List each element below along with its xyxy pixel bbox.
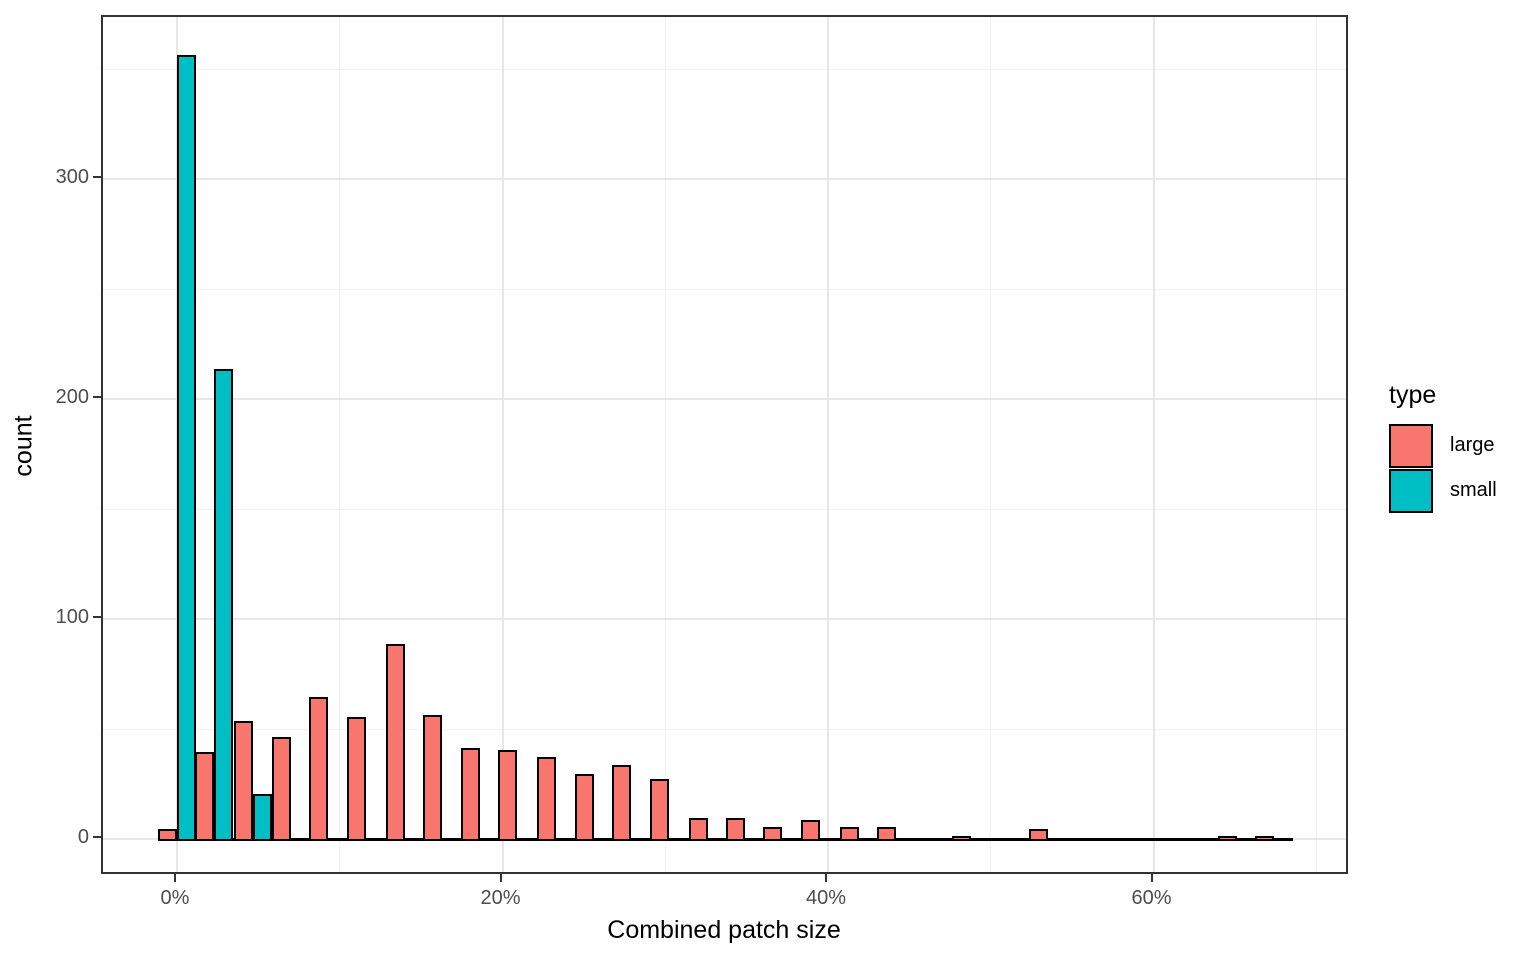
histogram-bar-large — [309, 697, 329, 841]
histogram-bar-large — [460, 747, 480, 841]
gridline-major-vertical — [827, 17, 829, 872]
y-tick-label: 300 — [55, 166, 89, 188]
y-tick-mark — [93, 396, 101, 398]
gridline-major-horizontal — [103, 398, 1346, 400]
histogram-bar-small — [177, 54, 196, 841]
zero-count-baseline — [158, 838, 1293, 841]
histogram-bar-large — [763, 827, 783, 841]
legend-entry-large: large — [1389, 423, 1497, 468]
legend-entry-small: small — [1389, 468, 1497, 513]
gridline-minor-horizontal — [103, 728, 1346, 730]
gridline-major-horizontal — [103, 618, 1346, 620]
x-axis-title: Combined patch size — [607, 916, 841, 944]
histogram-bar-large — [385, 644, 405, 841]
y-tick-label: 200 — [55, 386, 89, 408]
gridline-minor-horizontal — [103, 288, 1346, 290]
histogram-bar-large — [1028, 829, 1048, 841]
histogram-bar-large — [498, 750, 518, 841]
histogram-bar-large — [423, 714, 443, 841]
histogram-bar-large — [1254, 835, 1274, 841]
x-tick-label: 60% — [1131, 887, 1172, 909]
y-tick-mark — [93, 616, 101, 618]
histogram-bar-large — [158, 829, 177, 841]
histogram-bar-large — [346, 717, 366, 841]
histogram-bar-small — [214, 369, 234, 841]
gridline-minor-vertical — [990, 17, 992, 872]
legend-swatch-large — [1389, 423, 1433, 468]
legend-label-large: large — [1450, 434, 1495, 456]
y-tick-mark — [93, 176, 101, 178]
histogram-bar-large — [800, 820, 820, 841]
histogram-bar-large — [952, 835, 972, 841]
x-tick-mark — [825, 874, 827, 882]
histogram-bar-large — [537, 756, 557, 841]
y-tick-label: 100 — [55, 606, 89, 628]
y-tick-label: 0 — [77, 826, 89, 848]
gridline-minor-vertical — [339, 17, 341, 872]
gridline-minor-horizontal — [103, 68, 1346, 70]
legend-swatch-small — [1389, 468, 1433, 513]
gridline-minor-vertical — [664, 17, 666, 872]
x-tick-mark — [1150, 874, 1153, 882]
histogram-bar-large — [649, 778, 669, 841]
histogram-bar-large — [234, 721, 254, 841]
histogram-bar-large — [574, 774, 594, 841]
gridline-major-vertical — [1152, 17, 1155, 872]
gridline-minor-horizontal — [103, 508, 1346, 510]
histogram-bar-large — [725, 818, 745, 841]
histogram-bar-large — [877, 827, 897, 841]
histogram-bar-large — [195, 752, 215, 841]
gridline-major-vertical — [501, 17, 504, 872]
x-tick-mark — [174, 874, 176, 882]
x-tick-label: 20% — [480, 887, 521, 909]
histogram-bar-large — [271, 736, 291, 841]
histogram-bar-large — [688, 818, 708, 841]
histogram-bar-large — [612, 765, 632, 841]
plot-panel — [101, 15, 1348, 874]
x-tick-label: 0% — [160, 887, 190, 909]
histogram-bar-large — [839, 827, 859, 841]
x-tick-mark — [499, 874, 502, 882]
legend-label-small: small — [1450, 479, 1497, 501]
legend-title: type — [1389, 381, 1437, 409]
legend: type large small — [1389, 381, 1497, 513]
histogram-bar-small — [253, 794, 273, 841]
y-axis-title: count — [9, 415, 38, 477]
gridline-minor-vertical — [1315, 17, 1317, 872]
y-tick-mark — [93, 836, 101, 838]
gridline-major-horizontal — [103, 178, 1346, 180]
x-tick-label: 40% — [805, 887, 847, 909]
histogram-bar-large — [1217, 835, 1237, 841]
